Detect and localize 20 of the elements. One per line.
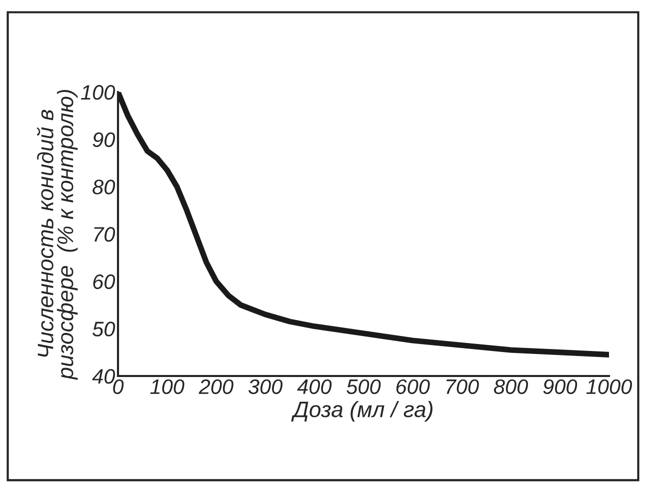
x-tick-label: 800 [494,379,528,394]
y-tick-label: 40 [92,369,116,384]
x-tick-label: 100 [150,379,184,394]
x-axis-title: Доза (мл / га) [291,400,432,422]
x-tick-label: 500 [346,379,381,394]
y-tick-label: 60 [93,274,116,290]
y-tick-label: 50 [92,322,116,336]
y-tick-label: 80 [92,180,116,194]
x-tick-label: 700 [446,379,479,394]
y-tick-label: 100 [81,85,116,100]
x-tick-label: 600 [396,379,430,394]
x-tick-label: 300 [248,379,283,394]
x-tick-label: 1000 [586,379,632,394]
x-tick-label: 400 [297,379,332,394]
x-tick-label: 0 [113,379,124,394]
x-tick-label: 900 [543,379,578,394]
x-tick-label: 200 [198,379,234,394]
y-axis-title: Численность конидий в ризосфере (% к контролю) [36,90,78,380]
y-tick-label: 70 [94,227,116,242]
y-tick-label: 90 [92,132,116,148]
